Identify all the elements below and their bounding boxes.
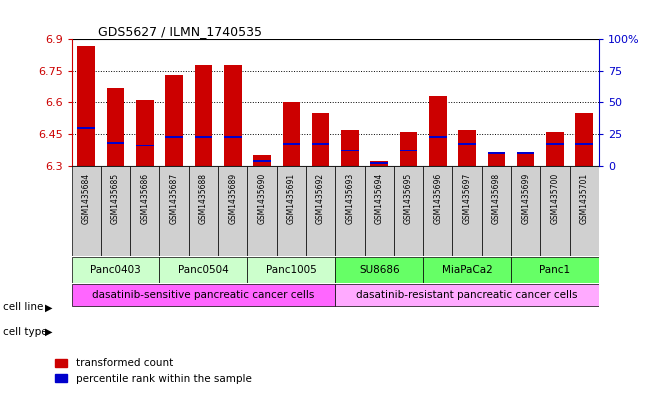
FancyBboxPatch shape [101, 166, 130, 256]
FancyBboxPatch shape [335, 283, 599, 306]
Text: ▶: ▶ [45, 327, 53, 337]
FancyBboxPatch shape [452, 166, 482, 256]
Text: GSM1435687: GSM1435687 [170, 173, 178, 224]
Bar [224, 64, 242, 166]
FancyBboxPatch shape [511, 257, 599, 283]
FancyBboxPatch shape [247, 166, 277, 256]
FancyBboxPatch shape [189, 166, 218, 256]
Text: GSM1435686: GSM1435686 [141, 173, 149, 224]
Bar [312, 113, 329, 166]
FancyBboxPatch shape [72, 257, 159, 283]
FancyBboxPatch shape [306, 166, 335, 256]
Bar [165, 75, 183, 166]
Bar [195, 136, 212, 138]
Text: GSM1435699: GSM1435699 [521, 173, 530, 224]
Bar [107, 142, 124, 144]
Bar [575, 113, 593, 166]
Text: GSM1435684: GSM1435684 [82, 173, 90, 224]
Bar [488, 152, 505, 154]
Bar [546, 143, 564, 145]
Text: GSM1435697: GSM1435697 [463, 173, 471, 224]
Bar [400, 132, 417, 166]
Bar [195, 64, 212, 166]
Bar [458, 130, 476, 166]
Bar [429, 136, 447, 138]
FancyBboxPatch shape [130, 166, 159, 256]
Legend: transformed count, percentile rank within the sample: transformed count, percentile rank withi… [51, 354, 256, 388]
Text: GSM1435700: GSM1435700 [551, 173, 559, 224]
Bar [575, 143, 593, 145]
Text: GSM1435692: GSM1435692 [316, 173, 325, 224]
Bar [107, 88, 124, 166]
FancyBboxPatch shape [540, 166, 570, 256]
Bar [253, 155, 271, 166]
FancyBboxPatch shape [423, 166, 452, 256]
Bar [546, 132, 564, 166]
FancyBboxPatch shape [423, 257, 511, 283]
Text: GSM1435685: GSM1435685 [111, 173, 120, 224]
Bar [136, 145, 154, 147]
FancyBboxPatch shape [335, 257, 423, 283]
Text: Panc0403: Panc0403 [90, 264, 141, 275]
Text: GSM1435696: GSM1435696 [434, 173, 442, 224]
Text: GSM1435689: GSM1435689 [229, 173, 237, 224]
FancyBboxPatch shape [394, 166, 423, 256]
Bar [312, 143, 329, 145]
Text: Panc1: Panc1 [540, 264, 570, 275]
FancyBboxPatch shape [218, 166, 247, 256]
Text: GSM1435693: GSM1435693 [346, 173, 354, 224]
Text: GSM1435691: GSM1435691 [287, 173, 296, 224]
Bar [77, 46, 95, 166]
FancyBboxPatch shape [247, 257, 335, 283]
Bar [488, 153, 505, 166]
Bar [341, 130, 359, 166]
Text: dasatinib-resistant pancreatic cancer cells: dasatinib-resistant pancreatic cancer ce… [356, 290, 578, 300]
Text: GSM1435688: GSM1435688 [199, 173, 208, 224]
Text: GSM1435694: GSM1435694 [375, 173, 383, 224]
FancyBboxPatch shape [511, 166, 540, 256]
Bar [341, 150, 359, 151]
FancyBboxPatch shape [570, 166, 599, 256]
FancyBboxPatch shape [159, 166, 189, 256]
Text: GDS5627 / ILMN_1740535: GDS5627 / ILMN_1740535 [98, 25, 262, 38]
Bar [165, 136, 183, 138]
Bar [253, 160, 271, 162]
Bar [517, 152, 534, 154]
Bar [370, 162, 388, 164]
Text: GSM1435690: GSM1435690 [258, 173, 266, 224]
FancyBboxPatch shape [482, 166, 511, 256]
Text: ▶: ▶ [45, 302, 53, 312]
FancyBboxPatch shape [72, 166, 101, 256]
Bar [458, 143, 476, 145]
Text: GSM1435695: GSM1435695 [404, 173, 413, 224]
Bar [77, 127, 95, 129]
Bar [429, 96, 447, 166]
Bar [517, 153, 534, 166]
Bar [370, 162, 388, 166]
Text: cell line: cell line [3, 302, 44, 312]
Bar [283, 103, 300, 166]
Bar [136, 100, 154, 166]
Text: dasatinib-sensitive pancreatic cancer cells: dasatinib-sensitive pancreatic cancer ce… [92, 290, 314, 300]
Bar [400, 150, 417, 151]
Text: Panc1005: Panc1005 [266, 264, 316, 275]
Text: SU8686: SU8686 [359, 264, 400, 275]
Text: cell type: cell type [3, 327, 48, 337]
FancyBboxPatch shape [335, 166, 365, 256]
FancyBboxPatch shape [159, 257, 247, 283]
FancyBboxPatch shape [365, 166, 394, 256]
FancyBboxPatch shape [277, 166, 306, 256]
Text: MiaPaCa2: MiaPaCa2 [442, 264, 492, 275]
Text: GSM1435701: GSM1435701 [580, 173, 589, 224]
Bar [224, 136, 242, 138]
Text: Panc0504: Panc0504 [178, 264, 229, 275]
FancyBboxPatch shape [72, 283, 335, 306]
Bar [283, 143, 300, 145]
Text: GSM1435698: GSM1435698 [492, 173, 501, 224]
